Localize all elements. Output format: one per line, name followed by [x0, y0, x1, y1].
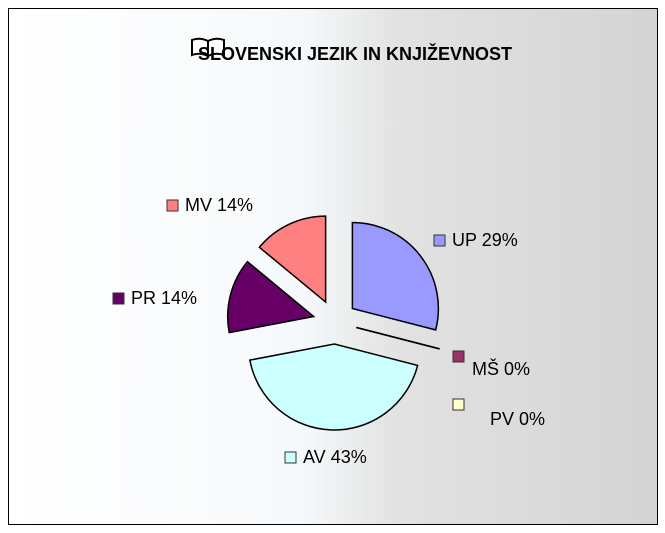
slice-category: AV [303, 447, 326, 467]
slice-value-label: 14% [217, 195, 253, 215]
legend-swatch [285, 452, 296, 463]
page: {"chart_data": {"type": "pie", "title": … [0, 0, 665, 533]
slice-value-label: 0% [504, 359, 530, 379]
slice-label: PV 0% [490, 409, 545, 429]
slice-label: UP 29% [452, 230, 518, 250]
slice-category: PV [490, 409, 514, 429]
legend-swatch [434, 235, 445, 246]
legend-swatch [167, 200, 178, 211]
chart: UP 29%MŠ 0%PV 0%AV 43%PR 14%MV 14% [0, 0, 665, 533]
legend-swatch [113, 293, 124, 304]
chart-title: SLOVENSKI JEZIK IN KNJIŽEVNOST [185, 34, 525, 74]
slice-category: UP [452, 230, 477, 250]
slice-category: MV [185, 195, 212, 215]
slice-value-label: 43% [331, 447, 367, 467]
slice-label: MV 14% [185, 195, 253, 215]
slice-category: PR [131, 288, 156, 308]
legend-swatch [453, 399, 464, 410]
slice-value-label: 0% [519, 409, 545, 429]
slice-value-label: 29% [482, 230, 518, 250]
slice-label: PR 14% [131, 288, 197, 308]
slice-value-label: 14% [161, 288, 197, 308]
slice-label: AV 43% [303, 447, 367, 467]
legend-swatch [453, 351, 464, 362]
slice-label: MŠ 0% [472, 358, 530, 379]
slice-category: MŠ [472, 358, 499, 379]
